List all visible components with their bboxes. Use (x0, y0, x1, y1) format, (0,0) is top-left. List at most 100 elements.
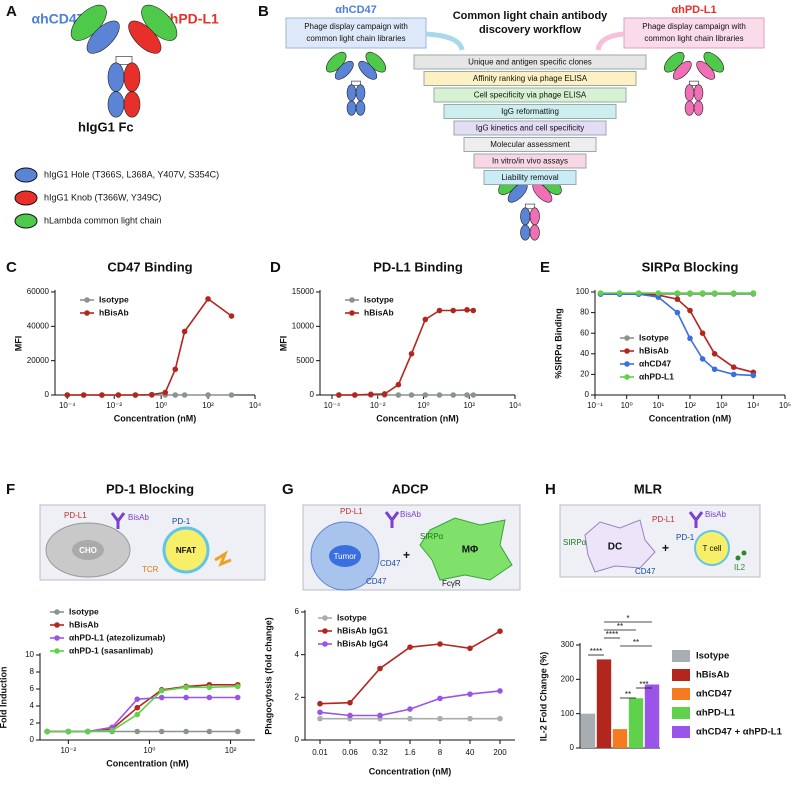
data-point (730, 364, 737, 370)
y-tick-label: 80 (580, 308, 589, 317)
schematic-label: PD-1 (172, 517, 191, 526)
y-tick-label: 10 (25, 650, 34, 659)
schematic-label: SIRPα (420, 532, 444, 541)
data-point (436, 392, 443, 398)
data-point (711, 366, 718, 373)
x-tick-label: 10⁰ (143, 746, 155, 755)
data-point (655, 290, 662, 296)
data-point (497, 628, 503, 634)
x-tick-label: 0.06 (342, 748, 358, 757)
workflow-title: Common light chain antibody (453, 10, 608, 22)
antibody-domain (684, 100, 695, 116)
series-line (47, 684, 238, 733)
data-point (407, 644, 413, 650)
series-line (338, 309, 474, 396)
data-point (381, 391, 388, 397)
data-point (407, 706, 413, 712)
data-point (616, 290, 623, 296)
chart-title: PD-1 Blocking (106, 481, 194, 496)
workflow-step (483, 170, 577, 185)
il2-dot (741, 550, 747, 556)
y-tick-label: 6 (30, 684, 35, 693)
data-point (377, 665, 383, 672)
x-tick-label: 200 (493, 748, 507, 757)
legend-text: hBisAb (364, 307, 394, 317)
x-tick-label: 10⁰ (417, 401, 429, 410)
sig-label: **** (590, 647, 602, 656)
workflow-step (473, 153, 587, 169)
data-point (181, 328, 188, 335)
campaign-text: Phage display campaign with (304, 22, 408, 31)
legend-marker (322, 628, 328, 634)
chart-title: MLR (634, 481, 663, 496)
antibody-domain (123, 62, 141, 92)
y-tick-label: 200 (561, 674, 575, 683)
x-tick-label: 10⁴ (747, 401, 760, 410)
schematic-label: SIRPα (563, 538, 587, 547)
data-point (368, 391, 374, 398)
antibody-domain (355, 100, 366, 116)
x-axis-label: Concentration (nM) (649, 413, 732, 423)
antibody-domain (529, 224, 540, 241)
data-point (183, 684, 189, 691)
legend-swatch (672, 650, 690, 662)
legend-text: hIgG1 Knob (T366W, Y349C) (44, 192, 161, 202)
data-point (470, 307, 477, 314)
x-tick-label: 40 (466, 748, 475, 757)
schematic-label: CHO (79, 546, 97, 555)
data-point (205, 392, 211, 398)
data-point (450, 392, 457, 398)
data-point (206, 694, 213, 701)
data-point (750, 372, 757, 379)
sig-label: ** (625, 690, 631, 699)
data-point (407, 715, 413, 722)
data-point (467, 645, 473, 652)
data-point (64, 392, 71, 398)
y-tick-label: 5000 (296, 356, 314, 365)
arrow (595, 31, 625, 51)
antibody-domain (693, 84, 704, 102)
y-tick-label: 15000 (292, 287, 315, 296)
panel-label: B (258, 3, 269, 20)
y-tick-label: 20 (580, 370, 589, 379)
schematic-label: + (403, 548, 410, 562)
x-tick-label: 10⁴ (249, 401, 262, 410)
y-tick-label: 0 (295, 735, 300, 744)
data-point (464, 307, 470, 313)
bar (628, 698, 644, 748)
hinge (689, 80, 699, 86)
data-point (317, 715, 323, 722)
data-point (317, 709, 323, 716)
campaign-text: Phage display campaign with (642, 22, 746, 31)
workflow-step (463, 137, 597, 152)
data-point (65, 728, 72, 735)
schematic-label: CD47 (380, 559, 401, 568)
legend-text: αhCD47 + αhPD-L1 (696, 727, 783, 738)
legend-text: αhPD-L1 (696, 708, 736, 719)
data-point (234, 728, 241, 735)
sig-label: ** (633, 638, 639, 647)
data-point (352, 392, 358, 398)
legend-text: Isotype (99, 294, 129, 304)
data-point (730, 290, 737, 296)
y-tick-label: 60 (580, 328, 589, 337)
data-point (467, 715, 473, 722)
data-point (44, 728, 50, 735)
x-tick-label: 0.32 (372, 748, 388, 757)
legend-marker (54, 648, 60, 654)
legend-marker (84, 297, 90, 303)
il2-dot (735, 555, 741, 561)
schematic-label: Tumor (334, 552, 357, 561)
fc-label: hIgG1 Fc (78, 119, 134, 134)
dendritic-cell (584, 519, 656, 573)
data-point (115, 392, 122, 398)
y-axis-label: MFI (278, 336, 288, 352)
schematic-label: MΦ (462, 545, 479, 556)
panel-label: G (282, 481, 294, 498)
y-axis-label: MFI (13, 336, 23, 352)
data-point (206, 728, 213, 735)
data-point (699, 356, 706, 362)
campaign-box (285, 17, 427, 49)
antibody-domain (334, 60, 354, 80)
panel-label: H (545, 481, 556, 498)
